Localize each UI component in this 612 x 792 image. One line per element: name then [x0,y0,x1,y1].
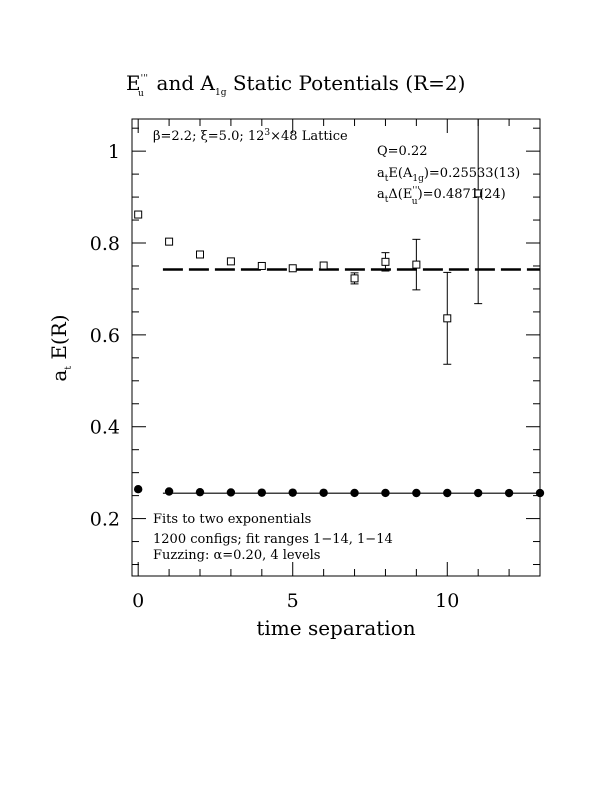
energy-annotation: atE(A1g)=0.25533(13) [377,166,520,184]
tick-labels: 0 5 10 0.2 0.4 0.6 0.8 1 [90,141,460,612]
chart-title: E''' u and A1g Static Potentials (R=2) [126,71,465,99]
data-point-square [412,260,421,269]
delta-annotation: atΔ(E''' u)=0.4871(24) [377,186,506,207]
x-tick-label: 10 [435,590,459,612]
data-point-circle [381,488,390,498]
data-point-square [288,264,297,273]
data-point-circle [195,487,205,497]
y-tick-label: 1 [108,141,120,163]
plot-frame [131,118,541,577]
y-tick-label: 0.4 [90,417,120,439]
y-tick-label: 0.8 [90,233,120,255]
y-tick-label: 0.6 [90,325,120,347]
configs-annotation: 1200 configs; fit ranges 1−14, 1−14 [153,532,393,547]
data-point-square [474,189,483,198]
q-annotation: Q=0.22 [377,144,428,159]
data-point-square [165,237,174,246]
data-point-circle [412,488,421,498]
fit-lines [162,268,540,494]
data-point-circle [133,484,143,494]
data-point-circle [443,488,452,498]
y-tick-label: 0.2 [90,509,120,531]
data-point-circle [164,487,174,496]
data-point-circle [257,488,267,497]
data-point-square [350,274,359,283]
data-point-circle [319,488,328,497]
y-axis-title: at E(R) [47,314,74,381]
x-axis-title: time separation [256,616,415,640]
lattice-annotation: β=2.2; ξ=5.0; 123×48 Lattice [153,128,348,144]
data-point-square [257,261,266,270]
data-point-circle [473,488,483,498]
data-points [133,118,545,498]
data-point-square [196,250,204,259]
fuzzing-annotation: Fuzzing: α=0.20, 4 levels [153,548,320,563]
fits-annotation: Fits to two exponentials [153,512,311,527]
data-point-square [226,257,235,266]
data-point-circle [504,488,514,498]
data-point-square [319,261,328,270]
data-point-circle [226,488,236,497]
x-tick-label: 0 [132,590,144,612]
data-point-square [443,314,452,323]
x-tick-label: 5 [287,590,299,612]
data-point-circle [350,488,359,498]
data-point-circle [535,488,545,498]
data-point-square [381,257,390,266]
data-point-square [134,210,143,219]
axis-ticks [132,119,541,576]
data-point-circle [288,488,297,497]
